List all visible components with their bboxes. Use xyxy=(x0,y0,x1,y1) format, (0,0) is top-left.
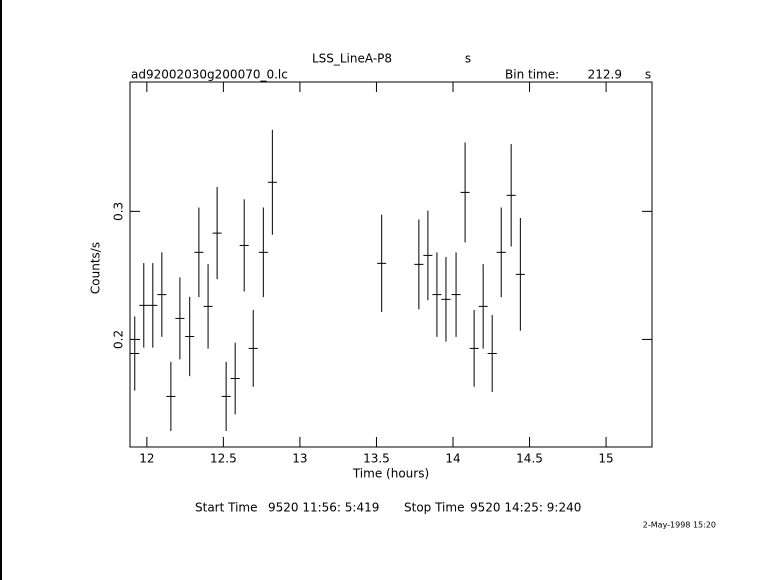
x-tick-label: 13 xyxy=(292,452,307,466)
x-tick-label: 15 xyxy=(598,452,613,466)
start-label: Start Time xyxy=(195,501,258,515)
bin-time-label: Bin time: xyxy=(505,68,559,82)
y-axis-label: Counts/s xyxy=(89,242,103,294)
stop-label: Stop Time xyxy=(404,501,464,515)
date-stamp: 2-May-1998 15:20 xyxy=(643,521,716,530)
x-tick-label: 12.5 xyxy=(210,452,237,466)
x-tick-label: 14 xyxy=(445,452,460,466)
file-name: ad92002030g200070_0.lc xyxy=(131,68,288,82)
stop-time: 9520 14:25: 9:240 xyxy=(470,501,581,515)
chart-title: LSS_LineA-P8 xyxy=(312,52,392,66)
bin-time-unit: s xyxy=(645,68,651,82)
x-axis-label: Time (hours) xyxy=(352,467,429,481)
title-unit: s xyxy=(465,52,471,66)
y-tick-label: 0.3 xyxy=(112,202,126,221)
x-tick-label: 14.5 xyxy=(516,452,543,466)
x-tick-label: 13.5 xyxy=(363,452,390,466)
x-tick-label: 12 xyxy=(139,452,154,466)
bin-time: 212.9 xyxy=(588,68,622,82)
plot-frame xyxy=(129,81,653,448)
y-tick-label: 0.2 xyxy=(112,330,126,349)
start-time: 9520 11:56: 5:419 xyxy=(268,501,379,515)
